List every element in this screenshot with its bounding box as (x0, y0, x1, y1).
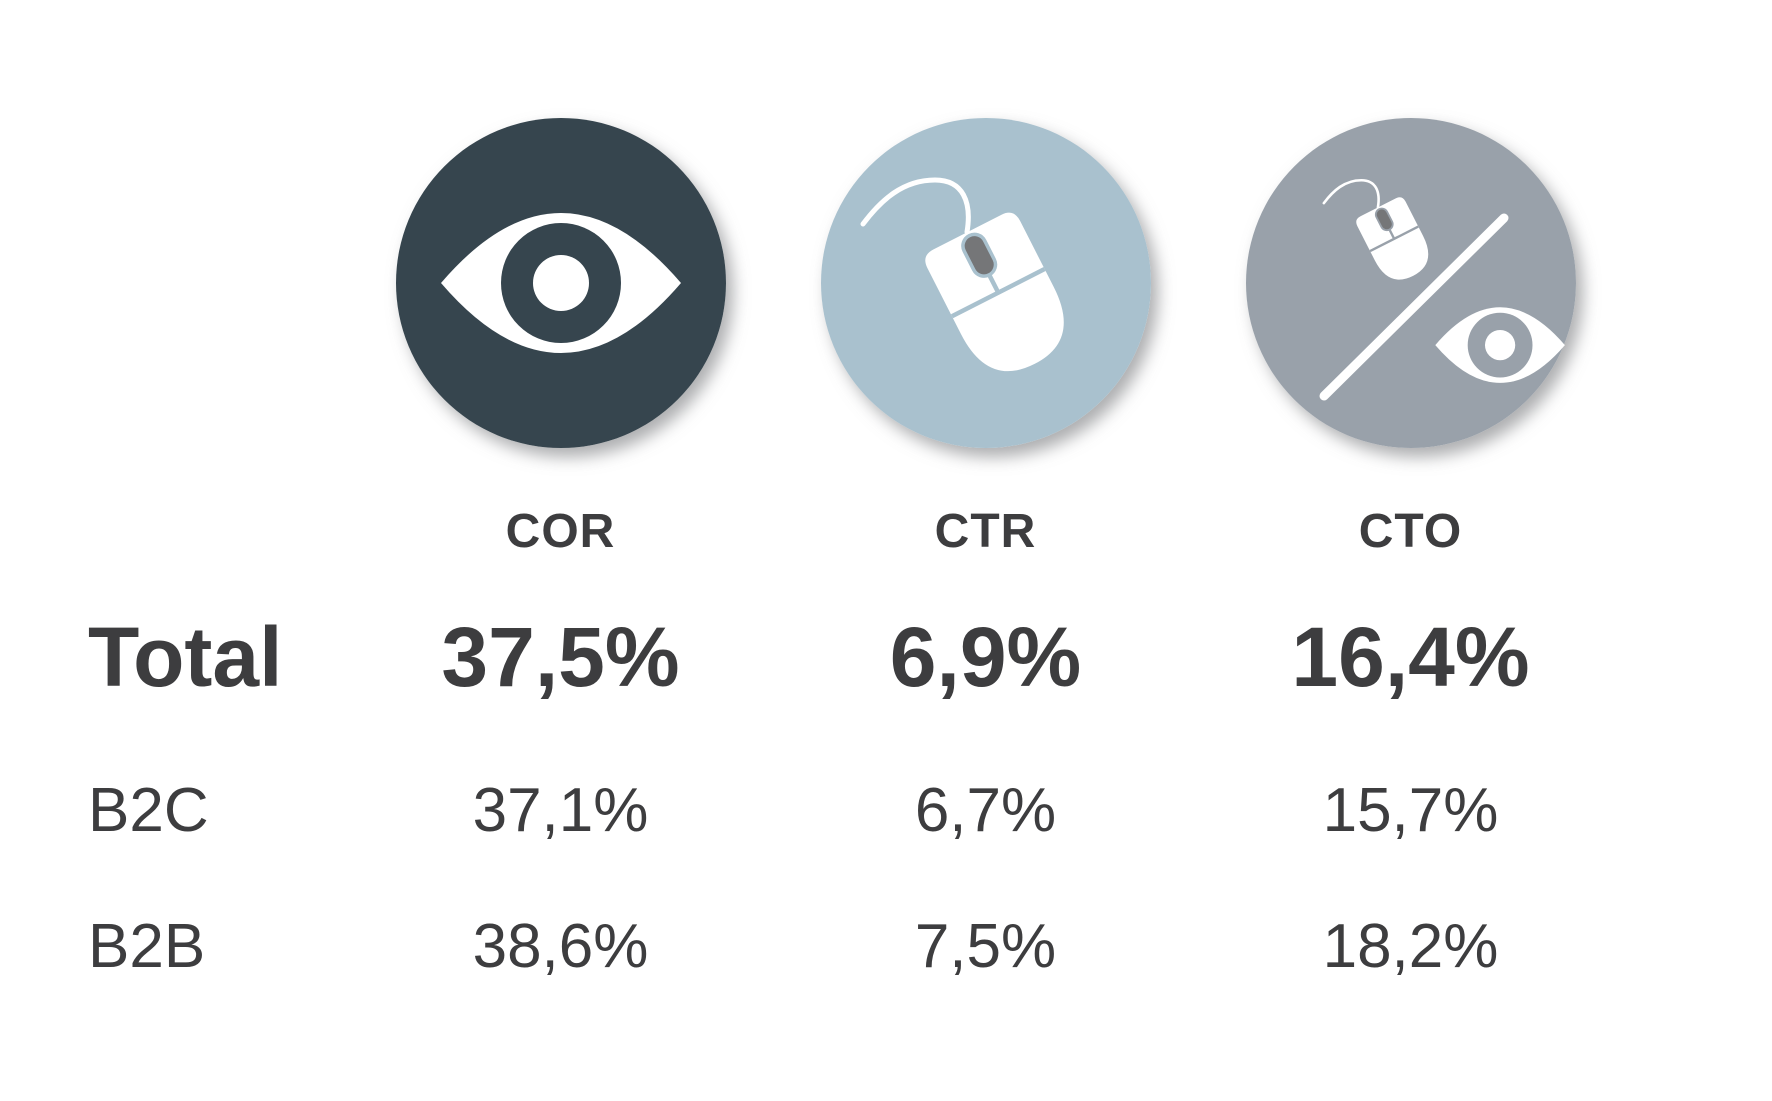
row-label-b2c: B2C (88, 775, 209, 845)
ctr-circle (820, 118, 1151, 448)
mouse-per-eye-icon (1245, 118, 1576, 448)
row-label-total: Total (88, 609, 283, 704)
column-label-cor: COR (505, 504, 616, 558)
ctr-icon-cell (773, 118, 1198, 448)
cor-icon-cell (348, 118, 773, 448)
eye-icon (395, 118, 726, 448)
column-label-cto: CTO (1358, 504, 1463, 558)
table-row-b2b: B2B 38,6% 7,5% 18,2% (88, 901, 1772, 991)
cell-b2b-ctr: 7,5% (914, 911, 1057, 981)
column-label-row: COR CTR CTO (88, 496, 1772, 566)
column-label-spacer (88, 496, 348, 566)
column-label-ctr: CTR (934, 504, 1037, 558)
cell-b2b-cor: 38,6% (472, 911, 649, 981)
cto-circle (1245, 118, 1576, 448)
cor-circle (395, 118, 726, 448)
mouse-icon (820, 118, 1151, 448)
cell-b2c-ctr: 6,7% (914, 775, 1057, 845)
cell-b2b-cto: 18,2% (1322, 911, 1499, 981)
cto-icon-cell (1198, 118, 1623, 448)
cell-b2c-cor: 37,1% (472, 775, 649, 845)
table-row-b2c: B2C 37,1% 6,7% 15,7% (88, 765, 1772, 855)
cell-total-ctr: 6,9% (889, 609, 1082, 704)
cell-total-cor: 37,5% (441, 609, 680, 704)
row-label-b2b: B2B (88, 911, 206, 981)
table-row-total: Total 37,5% 6,9% 16,4% (88, 602, 1772, 712)
cell-total-cto: 16,4% (1291, 609, 1530, 704)
cell-b2c-cto: 15,7% (1322, 775, 1499, 845)
icon-row (88, 118, 1772, 448)
icon-row-spacer (88, 118, 348, 448)
